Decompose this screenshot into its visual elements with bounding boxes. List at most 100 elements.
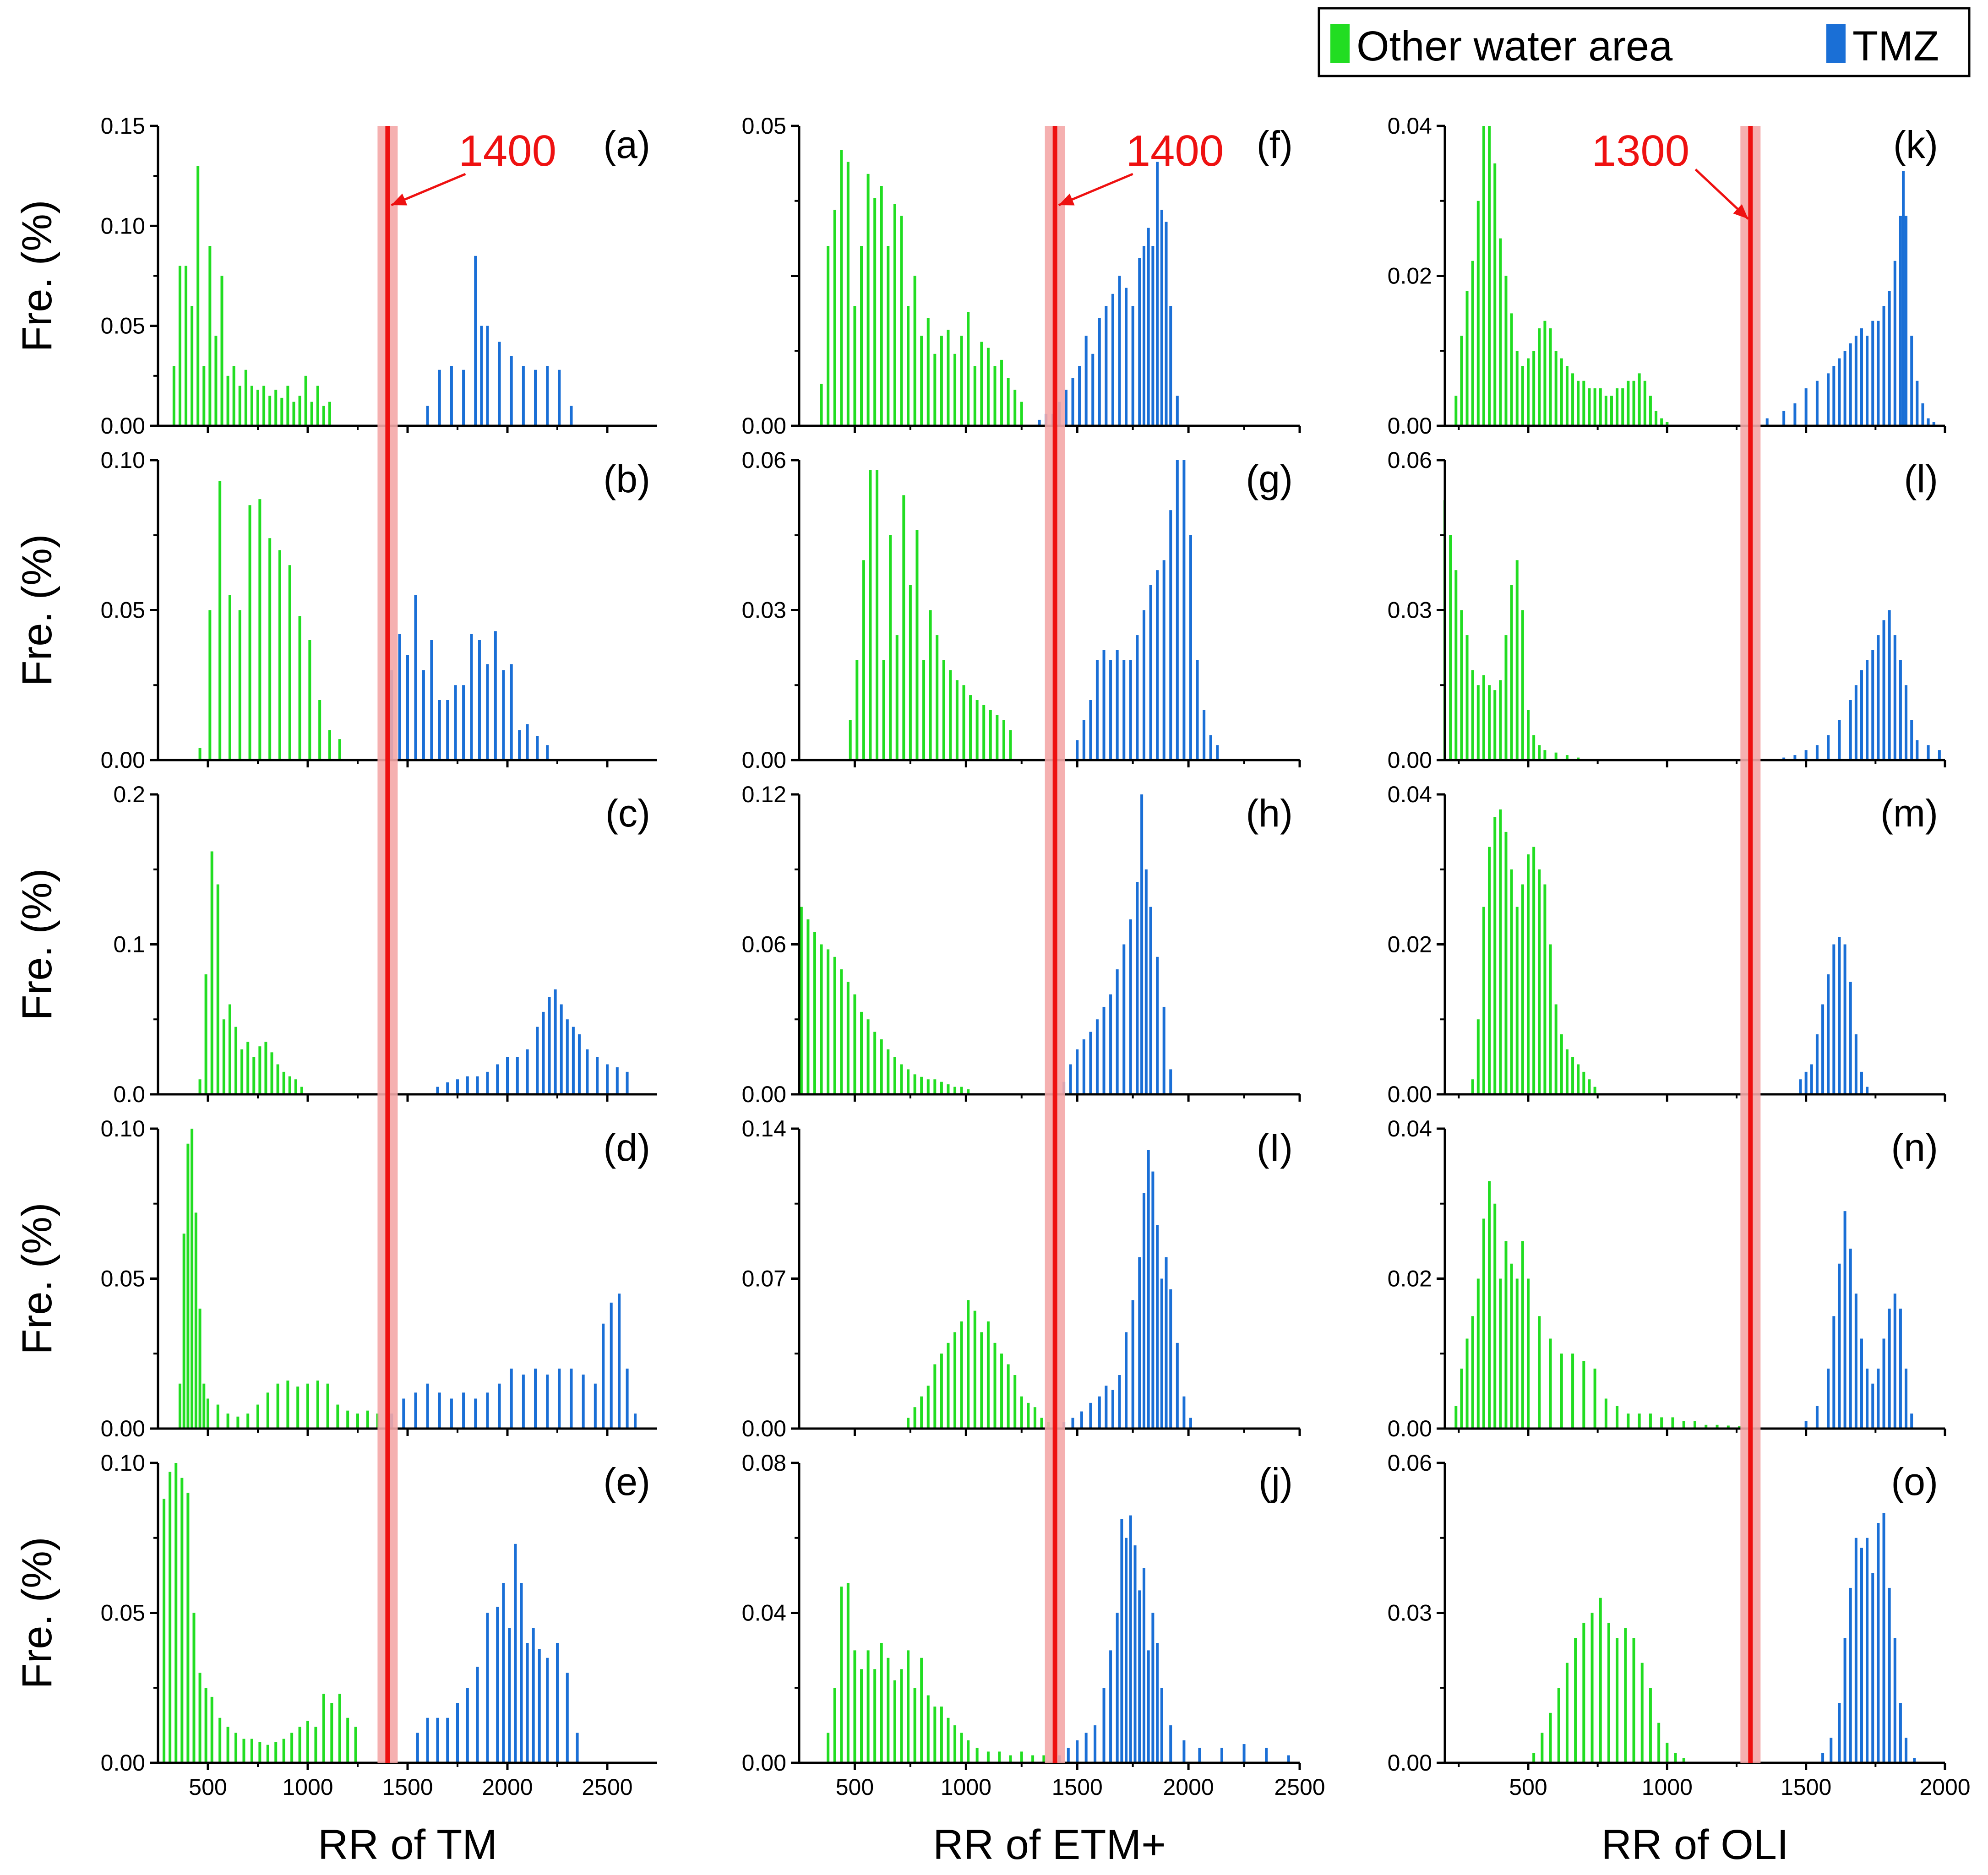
bar <box>1565 1049 1569 1094</box>
bar <box>304 375 307 426</box>
bar <box>216 1404 219 1429</box>
bar <box>920 1396 923 1429</box>
bar <box>860 1011 863 1094</box>
bar <box>1877 1369 1880 1429</box>
bar <box>462 685 465 760</box>
bar <box>1000 359 1003 426</box>
bar <box>900 216 903 426</box>
bar <box>1071 1418 1074 1429</box>
bar <box>426 1717 429 1763</box>
bar <box>207 1398 209 1429</box>
bar <box>1165 1257 1168 1429</box>
series-tmz <box>416 1543 579 1763</box>
threshold-annotation: 1400 <box>391 126 556 207</box>
bar <box>1084 1733 1088 1763</box>
bar <box>446 1717 449 1763</box>
bar <box>520 1583 523 1763</box>
bar <box>398 634 401 760</box>
bar <box>1182 1740 1186 1763</box>
bar <box>940 1353 943 1429</box>
bar <box>1095 1019 1099 1094</box>
y-tick-label: 0.02 <box>1388 932 1432 957</box>
bar <box>234 1733 238 1763</box>
bar <box>1849 1249 1852 1429</box>
bar <box>1064 390 1068 426</box>
bar <box>1476 685 1480 760</box>
bar <box>1460 610 1463 760</box>
series-tmz <box>426 255 573 426</box>
bar <box>306 1721 309 1763</box>
bar <box>1893 261 1896 426</box>
bar <box>476 1076 479 1094</box>
bar <box>1821 1004 1825 1094</box>
bar <box>486 1613 489 1763</box>
series-other-water <box>198 851 303 1094</box>
bar <box>1098 318 1101 426</box>
bar <box>290 1733 294 1763</box>
threshold-annotation: 1400 <box>1058 126 1224 207</box>
y-tick-label: 0.00 <box>1388 413 1432 439</box>
bar <box>907 1650 910 1763</box>
bar <box>316 386 319 426</box>
bar <box>202 366 206 426</box>
bar <box>532 1628 535 1763</box>
bar <box>242 1739 245 1763</box>
legend: Other water area TMZ <box>1318 7 1971 77</box>
bar <box>268 538 272 760</box>
bar <box>1007 1364 1010 1429</box>
bar <box>853 306 856 426</box>
bar <box>1638 373 1641 426</box>
bar <box>626 1071 629 1094</box>
bar <box>486 1392 489 1429</box>
y-tick-label: 0.00 <box>742 1082 786 1107</box>
x-tick-label: 2500 <box>582 1774 632 1800</box>
series-other-water <box>1454 1181 1741 1429</box>
bar <box>1105 306 1108 426</box>
bar <box>1902 171 1905 426</box>
bar <box>1838 1263 1841 1429</box>
panel-k: 0.00 0.02 0.04 (k) <box>1388 113 1946 439</box>
bar <box>1476 1019 1480 1094</box>
bar <box>256 390 259 426</box>
bar <box>1538 1316 1541 1429</box>
bar <box>813 932 817 1094</box>
panel-label: (h) <box>1246 792 1293 835</box>
bar <box>226 1727 229 1763</box>
bar <box>1002 720 1005 760</box>
series-tmz <box>390 595 549 760</box>
panel-c: 0.0 0.1 0.2 (c) Fre. (%) <box>14 782 657 1107</box>
bar <box>252 1057 256 1094</box>
bar <box>191 1129 194 1429</box>
bar <box>993 366 997 426</box>
bar <box>264 1042 267 1094</box>
bar <box>1094 1725 1097 1763</box>
bar <box>1488 685 1491 760</box>
bar <box>926 318 930 426</box>
bar <box>1616 1406 1619 1429</box>
bar <box>1527 1278 1530 1429</box>
bar <box>1854 685 1857 760</box>
bar <box>454 685 457 760</box>
series-other-water <box>907 1300 1050 1429</box>
bar <box>1042 1755 1046 1763</box>
bar <box>1089 1032 1092 1094</box>
bar <box>314 1727 317 1763</box>
bar <box>1593 1369 1596 1429</box>
bar <box>1125 288 1128 426</box>
bar <box>889 535 892 760</box>
bar <box>1849 343 1852 426</box>
bar <box>1793 755 1797 760</box>
bar <box>1287 1755 1290 1763</box>
bar <box>953 353 957 426</box>
bar <box>996 715 999 760</box>
series-other-water <box>1532 1598 1685 1763</box>
bar <box>876 470 879 760</box>
bar <box>1138 258 1141 426</box>
bar <box>1577 1064 1580 1094</box>
bar <box>1156 957 1159 1094</box>
bar <box>1627 380 1630 426</box>
bar <box>258 1046 261 1094</box>
bar <box>270 1052 273 1094</box>
bar <box>833 210 836 426</box>
bar <box>1142 246 1145 426</box>
